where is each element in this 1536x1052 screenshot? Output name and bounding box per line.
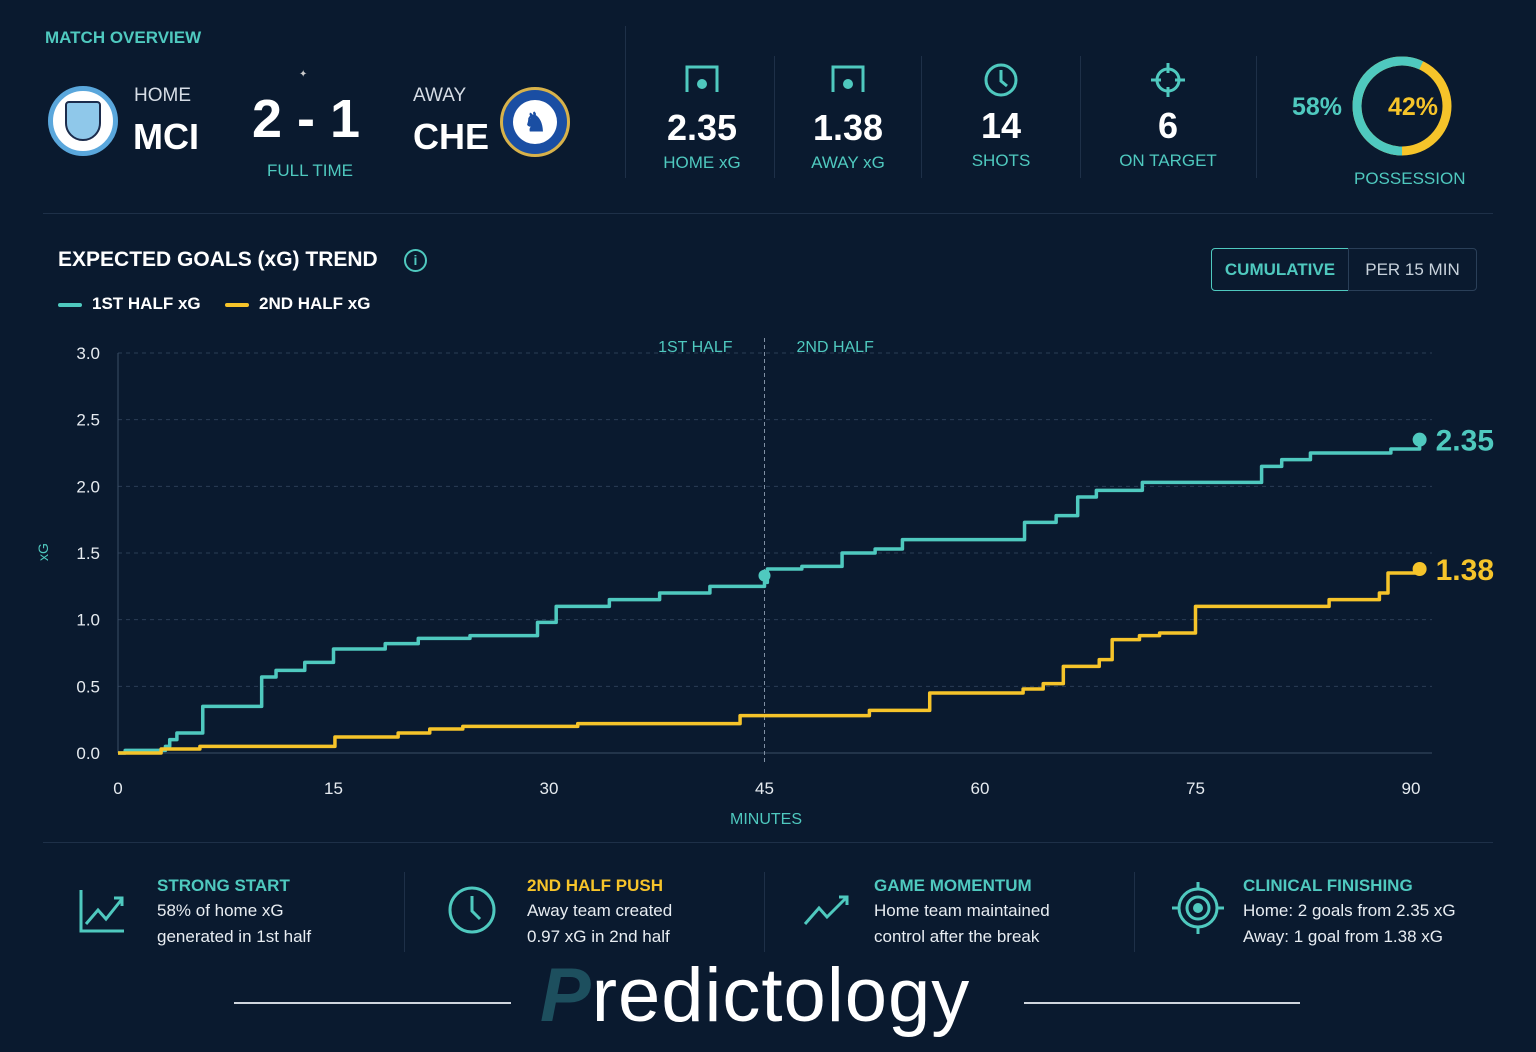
y-tick-label: 1.5 bbox=[76, 544, 100, 563]
series-line-1 bbox=[118, 439, 1422, 755]
annotation-2nd-half: 2ND HALF bbox=[797, 339, 875, 356]
legend-item-2nd-half: 2ND HALF xG bbox=[225, 294, 370, 314]
legend-label: 2ND HALF xG bbox=[259, 294, 371, 313]
halftime-marker bbox=[758, 569, 771, 582]
y-tick-label: 0.0 bbox=[76, 744, 100, 763]
home-possession: 58% bbox=[1292, 93, 1343, 121]
stat-value: 1.38 bbox=[812, 107, 884, 148]
insight-title: STRONG START bbox=[157, 876, 290, 895]
divider bbox=[43, 213, 1493, 214]
insight-title: 2ND HALF PUSH bbox=[527, 876, 664, 895]
y-axis-label: xG bbox=[35, 543, 51, 561]
insight-clinical-finishing: CLINICAL FINISHING Home: 2 goals from 2.3… bbox=[1243, 876, 1456, 950]
divider bbox=[1134, 872, 1135, 952]
info-icon[interactable]: i bbox=[404, 249, 427, 272]
y-tick-label: 2.0 bbox=[76, 477, 100, 496]
match-status: FULL TIME bbox=[267, 161, 353, 180]
divider bbox=[774, 56, 775, 178]
end-point bbox=[1412, 562, 1427, 576]
divider bbox=[921, 56, 922, 178]
away-label: AWAY bbox=[413, 85, 467, 106]
insight-strong-start: STRONG START 58% of home xG generated in 1… bbox=[157, 876, 311, 950]
trend-up-icon bbox=[803, 895, 849, 925]
legend-item-1st-half: 1ST HALF xG bbox=[58, 294, 201, 314]
divider bbox=[764, 872, 765, 952]
y-tick-label: 2.5 bbox=[76, 411, 100, 430]
end-label: 1.38 bbox=[1436, 554, 1494, 587]
clock-icon bbox=[984, 63, 1018, 97]
divider bbox=[404, 872, 405, 952]
stat-label: AWAY xG bbox=[811, 153, 885, 172]
x-tick-label: 30 bbox=[540, 779, 559, 798]
home-label: HOME bbox=[134, 85, 191, 106]
possession-donut bbox=[1352, 56, 1452, 156]
x-tick-label: 60 bbox=[971, 779, 990, 798]
insight-game-momentum: GAME MOMENTUM Home team maintained control… bbox=[874, 876, 1050, 950]
stat-value: 2.35 bbox=[666, 107, 738, 148]
xg-chart: 0.0 0.5 1.0 1.5 2.0 2.5 3.0 0 15 30 45 60 75 90 MINUTE… bbox=[35, 338, 1494, 828]
home-team-crest bbox=[48, 86, 118, 156]
stat-label: SHOTS bbox=[971, 151, 1031, 170]
annotation-1st-half: 1ST HALF bbox=[658, 339, 733, 356]
possession-label: POSSESSION bbox=[1354, 169, 1466, 188]
clock-icon bbox=[448, 886, 496, 934]
divider bbox=[625, 26, 626, 178]
line-chart-icon bbox=[79, 890, 124, 933]
x-axis-label: MINUTES bbox=[730, 811, 802, 828]
stat-home-xg: 2.35 HOME xG bbox=[627, 64, 777, 173]
target-icon bbox=[1172, 882, 1224, 934]
end-label: 2.35 bbox=[1436, 425, 1494, 458]
insight-text: 0.97 xG in 2nd half bbox=[527, 927, 670, 946]
goal-net-icon bbox=[831, 65, 865, 92]
insight-title: GAME MOMENTUM bbox=[874, 876, 1032, 895]
stat-value: 14 bbox=[980, 105, 1022, 146]
insight-text: generated in 1st half bbox=[157, 927, 312, 946]
y-tick-label: 1.0 bbox=[76, 611, 100, 630]
y-tick-label: 0.5 bbox=[76, 677, 100, 696]
home-team: MCI bbox=[133, 116, 199, 157]
home-possession-arc bbox=[1352, 56, 1452, 156]
stat-label: HOME xG bbox=[663, 153, 741, 172]
divider bbox=[1256, 56, 1257, 178]
insight-2nd-half-push: 2ND HALF PUSH Away team created 0.97 xG in… bbox=[527, 876, 672, 950]
x-tick-label: 45 bbox=[755, 779, 774, 798]
section-title: MATCH OVERVIEW bbox=[45, 28, 202, 47]
divider bbox=[234, 1002, 511, 1004]
toggle-per-15-min[interactable]: PER 15 MIN bbox=[1348, 248, 1477, 291]
stat-shots: 14 SHOTS bbox=[926, 62, 1076, 171]
insight-text: Away: 1 goal from 1.38 xG bbox=[1243, 927, 1444, 946]
chart-title: EXPECTED GOALS (xG) TREND bbox=[58, 248, 378, 271]
stat-value: 6 bbox=[1157, 105, 1179, 146]
divider bbox=[1080, 56, 1081, 178]
insight-text: Away team created bbox=[527, 901, 673, 920]
stat-on-target: 6 ON TARGET bbox=[1093, 62, 1243, 171]
brand-wordmark: Predictology bbox=[540, 953, 971, 1038]
away-possession: 42% bbox=[1388, 93, 1439, 121]
divider bbox=[1024, 1002, 1300, 1004]
crosshair-icon bbox=[1151, 63, 1185, 97]
x-tick-label: 90 bbox=[1402, 779, 1421, 798]
legend-label: 1ST HALF xG bbox=[92, 294, 201, 313]
end-point bbox=[1412, 432, 1427, 447]
insight-text: Home team maintained bbox=[874, 901, 1050, 920]
insight-title: CLINICAL FINISHING bbox=[1243, 876, 1413, 895]
x-tick-label: 15 bbox=[324, 779, 343, 798]
x-tick-label: 75 bbox=[1186, 779, 1205, 798]
away-team-crest: ♞ bbox=[500, 87, 570, 157]
insight-text: 58% of home xG bbox=[157, 901, 284, 920]
away-team: CHE bbox=[413, 116, 490, 157]
toggle-cumulative[interactable]: CUMULATIVE bbox=[1211, 248, 1349, 291]
score: 2 - 1 bbox=[252, 89, 361, 149]
insight-text: Home: 2 goals from 2.35 xG bbox=[1243, 901, 1456, 920]
goal-net-icon bbox=[685, 65, 719, 92]
star-icon: ✦ bbox=[299, 69, 308, 80]
insight-text: control after the break bbox=[874, 927, 1040, 946]
x-tick-label: 0 bbox=[113, 779, 122, 798]
divider bbox=[43, 842, 1493, 843]
y-tick-label: 3.0 bbox=[76, 344, 100, 363]
stat-away-xg: 1.38 AWAY xG bbox=[773, 64, 923, 173]
stat-label: ON TARGET bbox=[1119, 151, 1217, 170]
